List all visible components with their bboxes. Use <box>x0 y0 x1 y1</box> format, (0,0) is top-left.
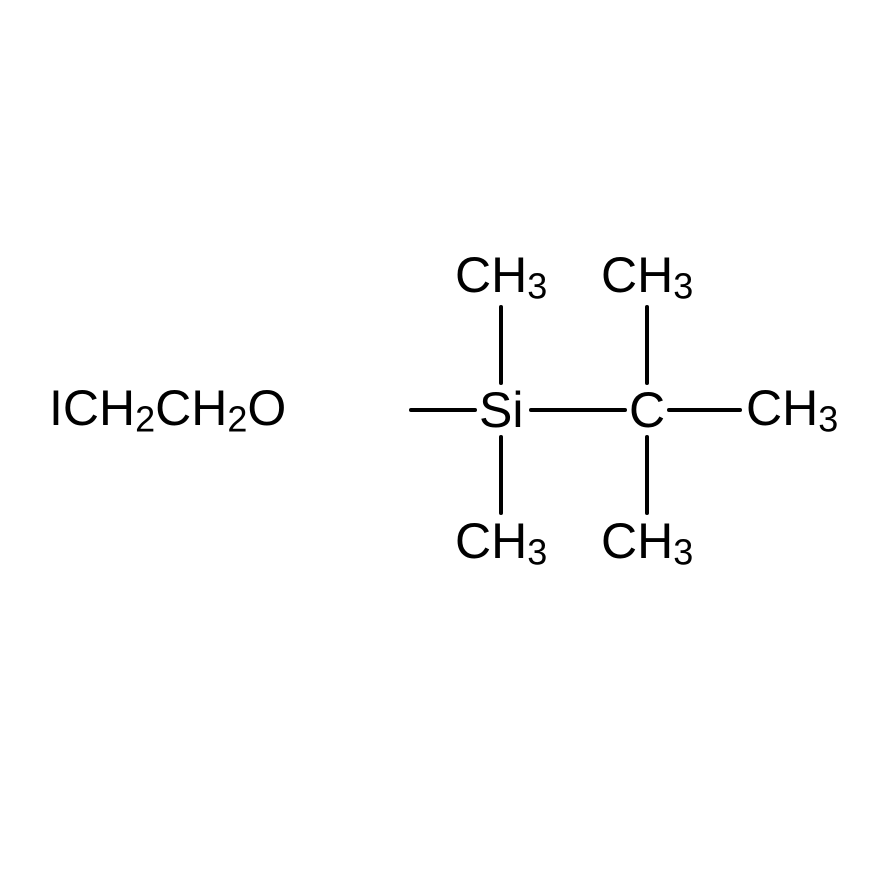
atom-c-center: C <box>629 385 665 435</box>
atom-left-chain: ICH2CH2O <box>49 383 286 437</box>
atom-ch3-far-right: CH3 <box>746 383 838 437</box>
atom-ch3-top-right: CH3 <box>601 250 693 304</box>
atom-si: Si <box>479 385 523 435</box>
atom-ch3-top-left: CH3 <box>455 250 547 304</box>
atom-ch3-bot-left: CH3 <box>455 516 547 570</box>
chemical-structure-diagram: ICH2CH2O Si CH3 CH3 C CH3 CH3 CH3 <box>0 0 890 890</box>
bond-layer <box>0 0 890 890</box>
atom-ch3-bot-right: CH3 <box>601 516 693 570</box>
